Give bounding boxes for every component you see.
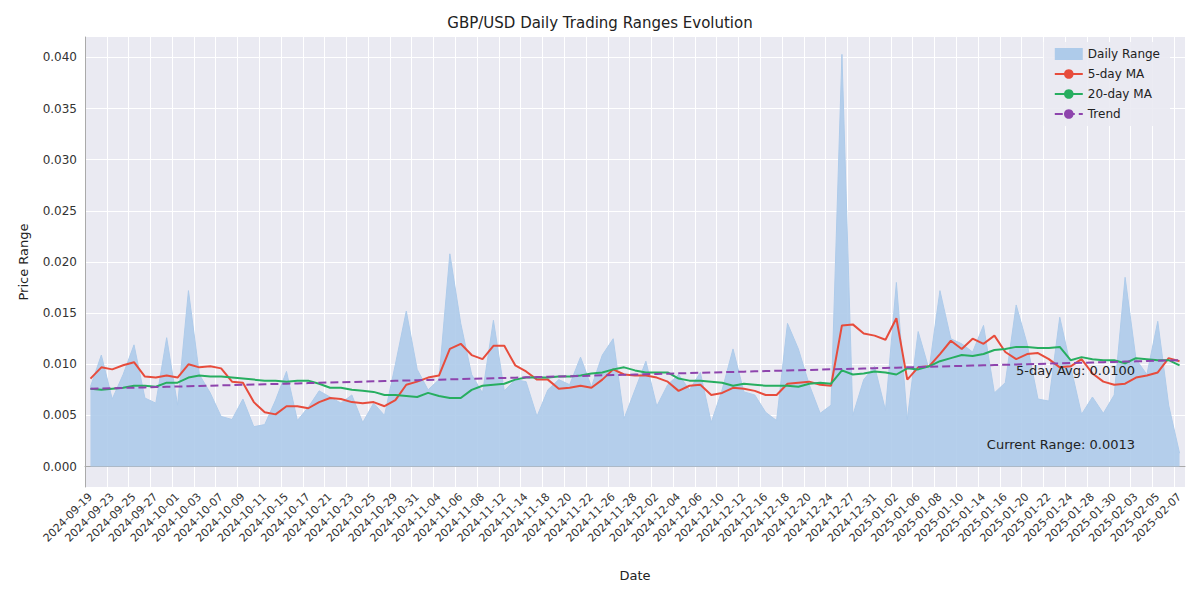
svg-text:2024-10-31: 2024-10-31 [367,490,422,545]
svg-text:2024-10-03: 2024-10-03 [149,490,204,545]
svg-text:2025-01-08: 2025-01-08 [890,490,945,545]
svg-text:0.030: 0.030 [43,153,77,167]
svg-text:2025-01-10: 2025-01-10 [912,490,967,545]
svg-text:0.040: 0.040 [43,50,77,64]
svg-text:2024-09-23: 2024-09-23 [62,490,117,545]
svg-text:2024-11-22: 2024-11-22 [541,490,596,545]
svg-text:2025-01-28: 2025-01-28 [1042,490,1097,545]
svg-text:2024-10-21: 2024-10-21 [280,490,335,545]
svg-text:Current Range: 0.0013: Current Range: 0.0013 [987,437,1135,452]
svg-text:2025-01-22: 2025-01-22 [999,490,1054,545]
svg-text:0.025: 0.025 [43,204,77,218]
svg-text:2025-01-24: 2025-01-24 [1020,490,1076,545]
svg-text:2024-10-09: 2024-10-09 [193,490,248,545]
svg-text:2024-11-28: 2024-11-28 [585,490,640,545]
svg-text:2024-12-04: 2024-12-04 [628,490,684,545]
svg-text:0.005: 0.005 [43,408,77,422]
svg-text:5-day Avg: 0.0100: 5-day Avg: 0.0100 [1016,363,1135,378]
svg-text:Daily Range: Daily Range [1088,47,1160,61]
svg-text:Date: Date [619,568,650,583]
svg-text:2024-10-23: 2024-10-23 [302,490,357,545]
svg-text:2024-10-17: 2024-10-17 [258,490,313,545]
svg-text:2024-10-15: 2024-10-15 [236,490,292,545]
svg-text:2024-11-04: 2024-11-04 [389,490,444,545]
svg-text:2025-01-20: 2025-01-20 [977,490,1032,545]
svg-text:2025-02-07: 2025-02-07 [1130,490,1184,544]
svg-text:2024-12-12: 2024-12-12 [694,490,749,545]
svg-text:2025-01-02: 2025-01-02 [846,490,901,545]
svg-text:5-day MA: 5-day MA [1088,67,1145,81]
svg-text:2024-11-06: 2024-11-06 [411,490,466,545]
svg-text:2024-11-26: 2024-11-26 [563,490,618,545]
svg-text:2025-01-16: 2025-01-16 [955,490,1010,545]
svg-text:2024-12-10: 2024-12-10 [672,490,727,545]
svg-text:2024-12-27: 2024-12-27 [803,490,858,545]
svg-text:2024-12-18: 2024-12-18 [737,490,793,545]
svg-text:0.015: 0.015 [43,306,77,320]
svg-text:0.020: 0.020 [43,255,77,269]
svg-text:2024-11-08: 2024-11-08 [432,490,488,545]
svg-text:2024-09-27: 2024-09-27 [106,490,161,545]
svg-text:GBP/USD Daily Trading Ranges E: GBP/USD Daily Trading Ranges Evolution [447,14,752,32]
svg-text:2025-02-05: 2025-02-05 [1108,490,1163,545]
svg-text:0.035: 0.035 [43,102,77,116]
svg-text:2025-01-14: 2025-01-14 [933,490,989,545]
svg-text:2024-12-24: 2024-12-24 [781,490,836,545]
svg-text:2024-12-02: 2024-12-02 [607,490,662,545]
svg-text:2024-12-16: 2024-12-16 [716,490,771,545]
svg-text:2024-11-12: 2024-11-12 [454,490,509,545]
svg-text:2024-10-25: 2024-10-25 [323,490,379,545]
svg-text:2024-11-14: 2024-11-14 [476,490,531,545]
svg-text:2024-12-06: 2024-12-06 [650,490,705,545]
svg-text:Trend: Trend [1087,107,1121,121]
svg-text:2024-10-29: 2024-10-29 [345,490,400,545]
svg-text:0.010: 0.010 [43,357,77,371]
svg-text:2024-11-18: 2024-11-18 [498,490,553,545]
svg-text:2025-01-06: 2025-01-06 [868,490,923,545]
svg-text:20-day MA: 20-day MA [1088,87,1153,101]
svg-text:2024-12-31: 2024-12-31 [824,490,880,545]
svg-text:2025-01-30: 2025-01-30 [1064,490,1119,545]
svg-text:2024-10-11: 2024-10-11 [215,490,270,545]
svg-text:2024-11-20: 2024-11-20 [519,490,575,545]
svg-text:2025-02-03: 2025-02-03 [1086,490,1141,545]
svg-text:Price Range: Price Range [16,223,31,300]
svg-text:2024-09-19: 2024-09-19 [40,490,95,545]
svg-text:2024-12-20: 2024-12-20 [759,490,814,545]
svg-text:2024-09-25: 2024-09-25 [84,490,139,545]
svg-text:2024-10-01: 2024-10-01 [127,490,183,545]
svg-text:2024-10-07: 2024-10-07 [171,490,226,545]
svg-text:0.000: 0.000 [43,460,77,474]
